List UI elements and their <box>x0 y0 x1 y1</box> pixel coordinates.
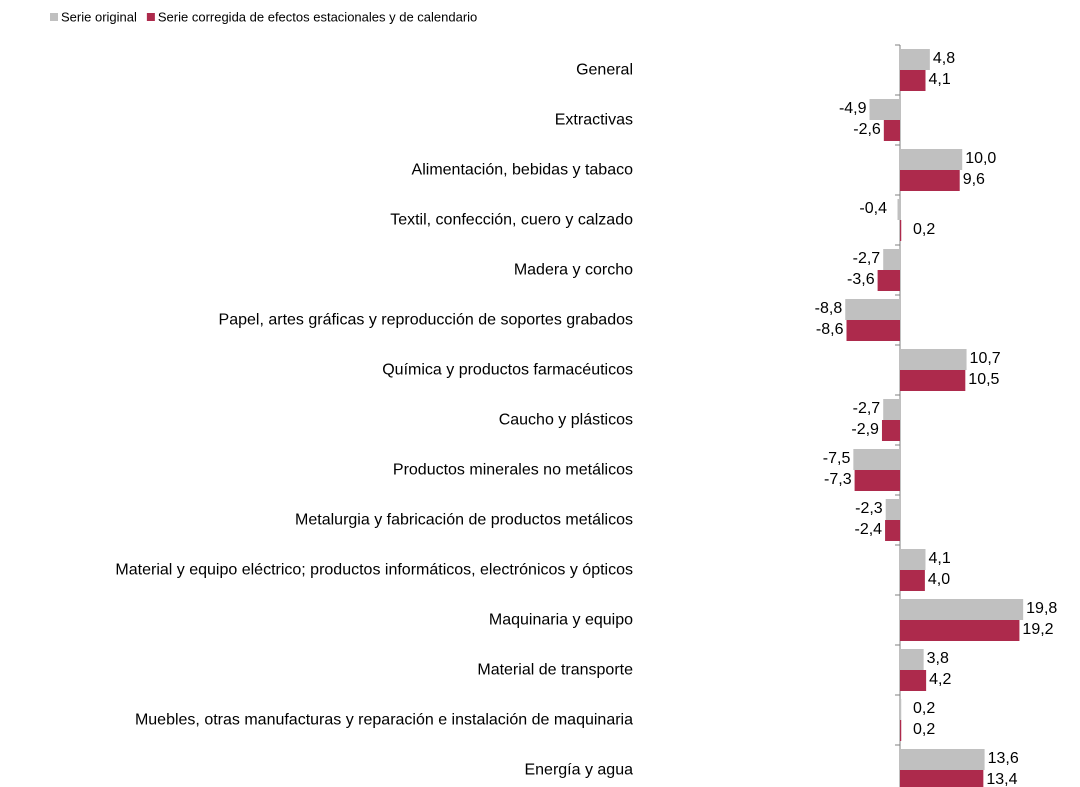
value-label: 4,8 <box>933 50 955 67</box>
category-label: Textil, confección, cuero y calzado <box>390 211 633 229</box>
value-label: 9,6 <box>963 171 985 188</box>
value-label: 19,2 <box>1022 621 1053 638</box>
category-label: Caucho y plásticos <box>498 411 633 429</box>
bar <box>846 320 900 341</box>
bar <box>877 270 900 291</box>
value-label: 4,2 <box>929 671 951 688</box>
bar <box>900 70 926 91</box>
value-label: -8,6 <box>816 321 844 338</box>
category-label: General <box>576 61 633 79</box>
category-label: Madera y corcho <box>513 261 633 279</box>
value-label: 4,1 <box>929 71 951 88</box>
legend-swatch <box>50 13 58 21</box>
category-label: Muebles, otras manufacturas y reparación… <box>134 711 633 729</box>
value-label: 0,2 <box>913 721 935 738</box>
bar <box>900 749 985 770</box>
bar <box>900 349 967 370</box>
value-label: 10,7 <box>970 350 1001 367</box>
value-label: -2,9 <box>851 421 879 438</box>
bar <box>900 670 927 691</box>
legend-swatch <box>146 13 155 21</box>
value-label: -2,6 <box>853 121 881 138</box>
bar <box>900 49 930 70</box>
value-label: -7,5 <box>823 450 851 467</box>
category-label: Extractivas <box>554 111 633 129</box>
value-label: 4,1 <box>929 550 951 567</box>
category-label: Material de transporte <box>477 661 633 679</box>
bar <box>900 620 1020 641</box>
value-label: -3,6 <box>847 271 875 288</box>
category-label: Metalurgia y fabricación de productos me… <box>295 511 633 529</box>
bar <box>883 399 900 420</box>
bar <box>900 570 925 591</box>
value-label: 13,6 <box>988 750 1019 767</box>
value-label: 19,8 <box>1026 600 1057 617</box>
bar <box>900 720 902 741</box>
category-label: Alimentación, bebidas y tabaco <box>411 161 633 179</box>
value-label: -2,4 <box>854 521 882 538</box>
bar <box>845 299 900 320</box>
value-label: -4,9 <box>839 100 867 117</box>
value-label: -2,7 <box>853 250 881 267</box>
value-label: 10,5 <box>968 371 999 388</box>
bar <box>900 149 963 170</box>
value-label: 3,8 <box>927 650 949 667</box>
legend-label: Serie corregida de efectos estacionales … <box>158 9 477 24</box>
bar <box>885 520 900 541</box>
value-label: 0,2 <box>913 700 935 717</box>
bar <box>900 770 984 787</box>
category-label: Maquinaria y equipo <box>488 611 633 629</box>
bar <box>900 649 924 670</box>
value-label: -2,7 <box>853 400 881 417</box>
value-label: 13,4 <box>986 771 1017 787</box>
category-label: Material y equipo eléctrico; productos i… <box>115 561 633 579</box>
bar <box>900 370 966 391</box>
value-label: -0,4 <box>859 200 887 217</box>
value-label: 4,0 <box>928 571 950 588</box>
value-label: -8,8 <box>815 300 843 317</box>
value-label: -2,3 <box>855 500 883 517</box>
bar <box>900 699 902 720</box>
value-label: 10,0 <box>965 150 996 167</box>
bar <box>869 99 900 120</box>
bar <box>900 549 926 570</box>
bar <box>883 120 900 141</box>
category-label: Energía y agua <box>524 761 633 779</box>
bar <box>881 420 900 441</box>
value-label: -7,3 <box>824 471 852 488</box>
bar <box>885 499 900 520</box>
category-label: Papel, artes gráficas y reproducción de … <box>218 311 633 329</box>
legend-label: Serie original <box>61 9 137 24</box>
bar <box>900 220 902 241</box>
bar <box>854 470 900 491</box>
bar <box>900 170 960 191</box>
bar <box>853 449 900 470</box>
value-label: 0,2 <box>913 221 935 238</box>
bar <box>883 249 900 270</box>
bar <box>897 199 900 220</box>
bar <box>900 599 1024 620</box>
category-label: Productos minerales no metálicos <box>392 461 633 479</box>
category-label: Química y productos farmacéuticos <box>382 361 633 379</box>
